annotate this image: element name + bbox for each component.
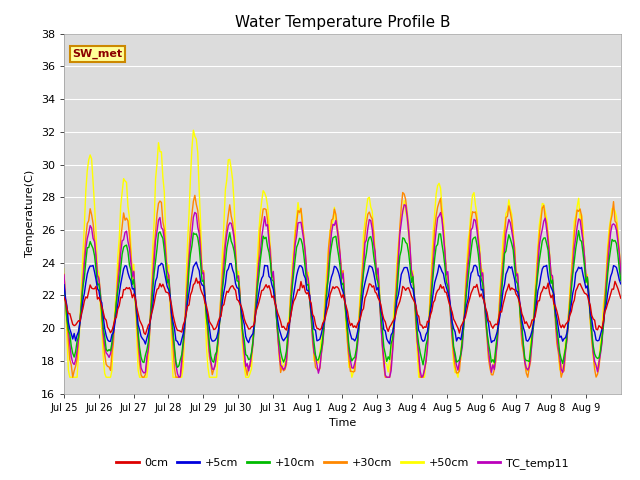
Title: Water Temperature Profile B: Water Temperature Profile B [235, 15, 450, 30]
Text: SW_met: SW_met [72, 49, 122, 59]
Legend: 0cm, +5cm, +10cm, +30cm, +50cm, TC_temp11: 0cm, +5cm, +10cm, +30cm, +50cm, TC_temp1… [112, 453, 573, 473]
X-axis label: Time: Time [329, 418, 356, 428]
Y-axis label: Temperature(C): Temperature(C) [25, 170, 35, 257]
